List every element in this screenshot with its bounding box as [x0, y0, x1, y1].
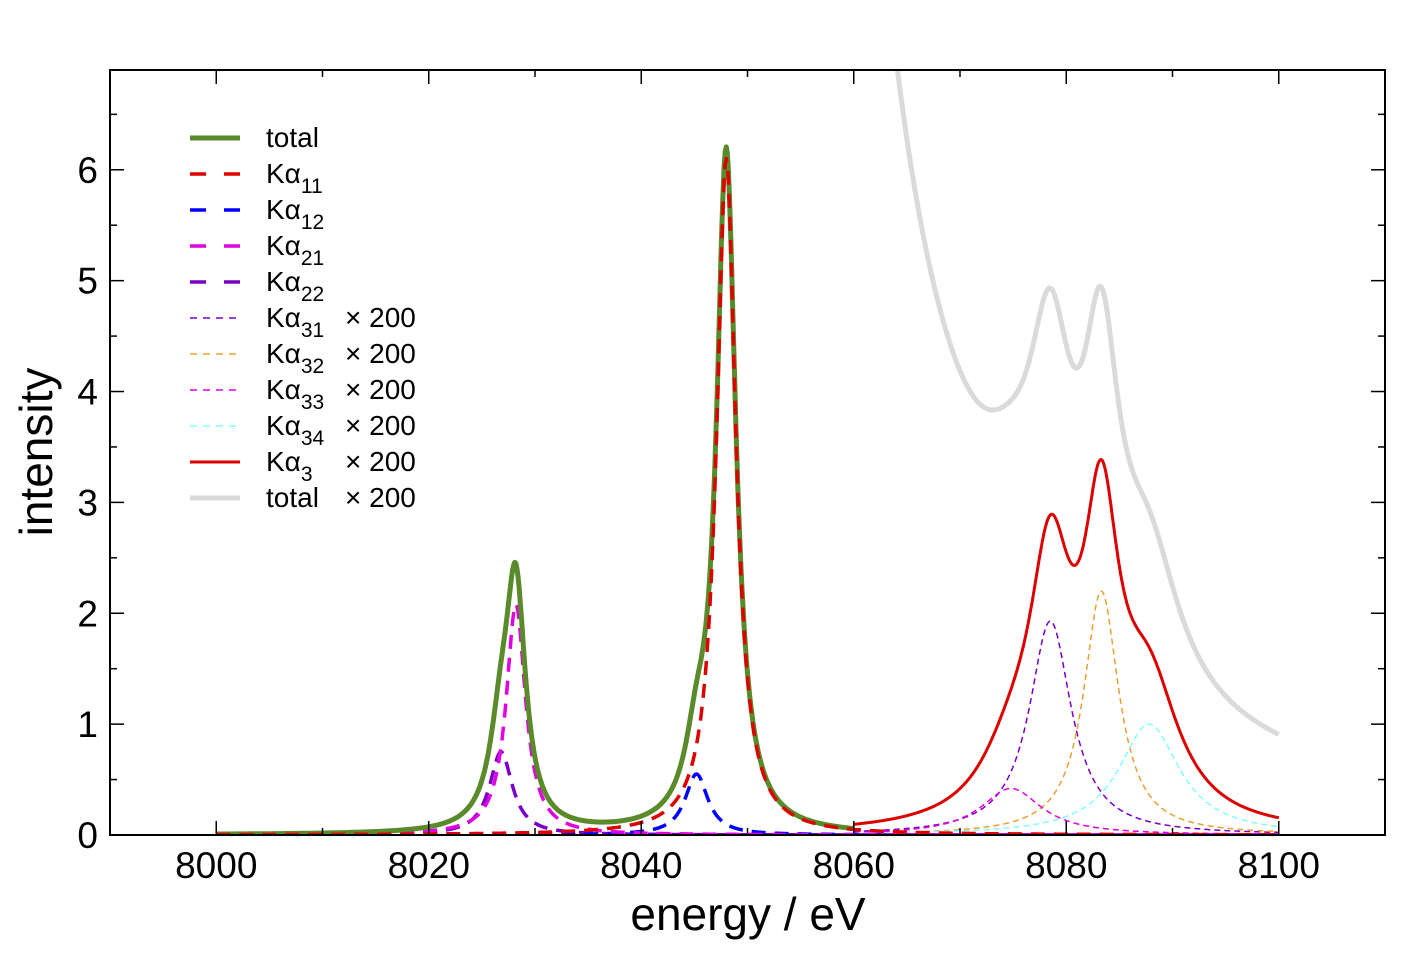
legend-entry-ka3: Kα3 × 200	[190, 446, 416, 486]
legend-scale-label: × 200	[345, 374, 416, 405]
legend-label: Kα21	[266, 230, 324, 270]
y-tick-label: 4	[77, 372, 98, 413]
y-tick-label: 5	[77, 261, 98, 302]
x-tick-label: 8060	[813, 845, 895, 886]
legend-scale-label: × 200	[345, 338, 416, 369]
y-tick-label: 3	[77, 482, 98, 523]
series-line-ka21	[215, 602, 1280, 835]
legend-entry-ka12: Kα12	[190, 194, 324, 234]
x-tick-label: 8100	[1238, 845, 1320, 886]
series-line-total200	[894, 70, 1281, 737]
legend-entry-ka22: Kα22	[190, 266, 324, 306]
legend-entry-ka21: Kα21	[190, 230, 324, 270]
legend-label: Kα22	[266, 266, 324, 306]
legend-entry-total: total	[190, 122, 319, 153]
series-line-ka12	[215, 772, 1280, 835]
series-line-ka22	[215, 750, 1280, 835]
y-tick-label: 2	[77, 593, 98, 634]
series-line-ka31	[853, 620, 1279, 834]
legend-scale-label: × 200	[345, 302, 416, 333]
x-tick-label: 8000	[175, 845, 257, 886]
x-tick-label: 8020	[388, 845, 470, 886]
x-axis-label: energy / eV	[630, 888, 866, 940]
legend-entry-total200: total × 200	[190, 482, 416, 513]
series-line-ka3	[853, 458, 1280, 826]
legend-label: Kα31	[266, 302, 324, 342]
legend-entry-ka31: Kα31 × 200	[190, 302, 416, 342]
y-tick-label: 6	[77, 150, 98, 191]
legend-label: Kα34	[266, 410, 325, 450]
axis-ticks: 8000 8020 8040 8060 8080 8100 0 1 2 3 4 5 6	[77, 70, 1385, 886]
series-line-ka34	[853, 723, 1279, 835]
legend-entry-ka33: Kα33 × 200	[190, 374, 416, 414]
y-tick-label: 0	[77, 815, 98, 856]
legend-label: Kα32	[266, 338, 324, 378]
legend-scale-label: × 200	[345, 482, 416, 513]
x-tick-label: 8040	[600, 845, 682, 886]
y-axis-label: intensity	[10, 368, 62, 537]
legend-entry-ka11: Kα11	[190, 158, 323, 198]
series-line-ka32	[853, 590, 1279, 834]
legend-entry-ka34: Kα34 × 200	[190, 410, 416, 450]
legend-label: total	[266, 122, 319, 153]
legend-scale-label: × 200	[345, 410, 416, 441]
legend-scale-label: × 200	[345, 446, 416, 477]
x-tick-label: 8080	[1025, 845, 1107, 886]
legend-label: Kα3	[266, 446, 313, 486]
legend-label: Kα11	[266, 158, 323, 198]
legend-label: Kα12	[266, 194, 324, 234]
legend-entry-ka32: Kα32 × 200	[190, 338, 416, 378]
y-tick-label: 1	[77, 704, 98, 745]
legend-label: total	[266, 482, 319, 513]
legend-label: Kα33	[266, 374, 324, 414]
